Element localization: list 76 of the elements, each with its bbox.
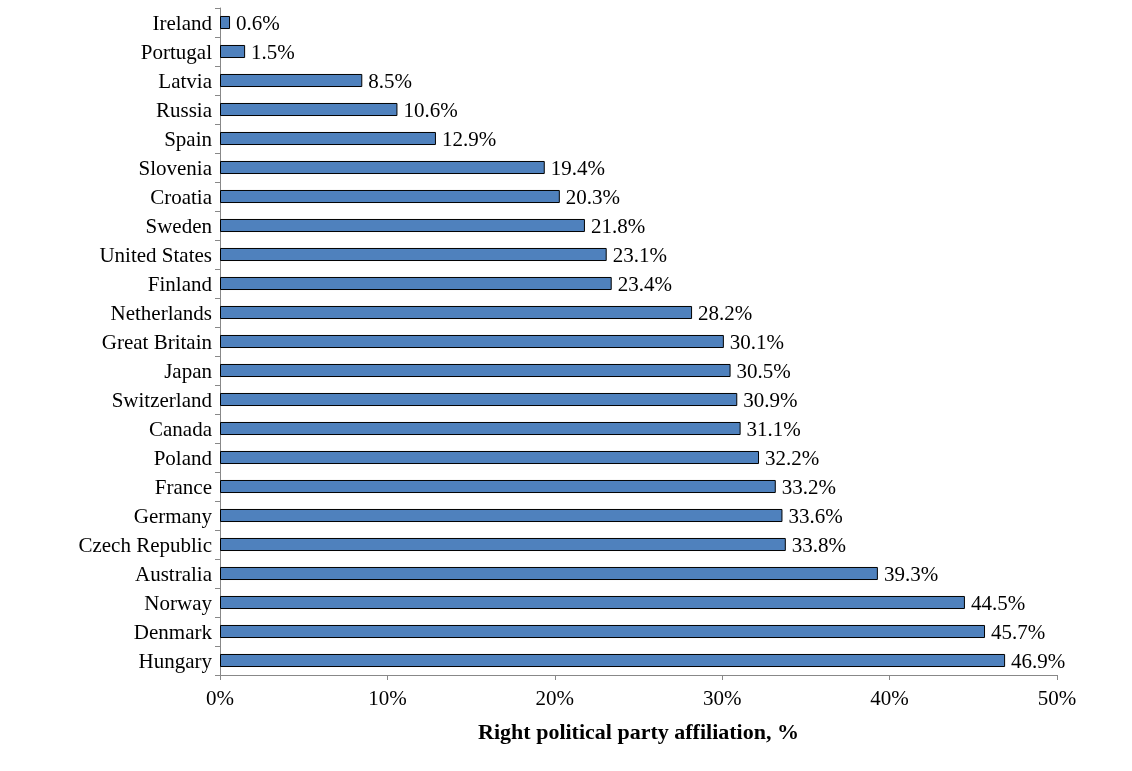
y-tick-label: Russia	[155, 97, 213, 122]
data-label: 30.5%	[736, 358, 791, 383]
data-label: 39.3%	[883, 561, 939, 586]
y-tick-label: Switzerland	[111, 387, 213, 412]
bar	[220, 595, 965, 610]
bar	[220, 653, 1006, 668]
bar	[220, 131, 436, 146]
y-tick-label: Ireland	[152, 10, 213, 35]
y-tick-label: Portugal	[140, 39, 213, 64]
data-label: 12.9%	[441, 126, 497, 151]
y-tick-label: Hungary	[138, 648, 213, 673]
data-label: 8.5%	[368, 68, 413, 93]
y-tick-label: Sweden	[145, 213, 213, 238]
x-tick-label: 0%	[206, 685, 234, 710]
bar	[220, 479, 776, 494]
data-label: 44.5%	[970, 590, 1026, 615]
bar	[220, 102, 398, 117]
data-label: 20.3%	[565, 184, 621, 209]
y-tick-label: Australia	[135, 561, 213, 586]
bar	[220, 305, 693, 320]
y-tick-label: Slovenia	[138, 155, 213, 180]
data-label: 45.7%	[991, 619, 1046, 644]
bar	[220, 15, 231, 30]
x-axis-title: Right political party affiliation, %	[478, 718, 799, 744]
bar	[220, 73, 363, 88]
y-tick-label: Croatia	[150, 184, 213, 209]
bar	[220, 276, 612, 291]
data-label: 0.6%	[236, 10, 280, 35]
y-tick-label: Canada	[149, 416, 213, 441]
data-label: 30.9%	[743, 387, 798, 412]
data-label: 23.4%	[617, 271, 672, 296]
bar	[220, 160, 545, 175]
y-tick-label: Denmark	[133, 619, 213, 644]
y-tick-label: France	[154, 474, 212, 499]
bar	[220, 363, 731, 378]
x-tick-label: 10%	[368, 685, 407, 710]
data-label: 19.4%	[550, 155, 606, 180]
y-tick-label: Norway	[144, 590, 213, 615]
y-tick-label: Spain	[164, 126, 213, 151]
bar	[220, 392, 738, 407]
data-label: 28.2%	[698, 300, 753, 325]
y-tick-label: Finland	[147, 271, 213, 296]
bar	[220, 218, 585, 233]
bar	[220, 247, 607, 262]
x-tick-label: 20%	[535, 685, 575, 710]
data-label: 33.2%	[781, 474, 837, 499]
data-label: 1.5%	[251, 39, 295, 64]
data-label: 33.8%	[791, 532, 847, 557]
bar	[220, 566, 878, 581]
x-tick-label: 50%	[1037, 685, 1077, 710]
data-label: 31.1%	[746, 416, 801, 441]
bar	[220, 189, 560, 204]
bar	[220, 44, 246, 59]
bar	[220, 537, 786, 552]
y-tick-label: Japan	[164, 358, 213, 383]
data-label: 32.2%	[765, 445, 820, 470]
bar	[220, 334, 724, 349]
data-label: 30.1%	[729, 329, 785, 354]
bar	[220, 624, 986, 639]
y-tick-label: Poland	[153, 445, 213, 470]
y-tick-label: Latvia	[158, 68, 213, 93]
x-tick-label: 30%	[702, 685, 742, 710]
y-tick-label: Great Britain	[101, 329, 213, 354]
x-tick-label: 40%	[870, 685, 909, 710]
data-label: 21.8%	[590, 213, 646, 238]
bar	[220, 421, 741, 436]
y-tick-label: United States	[99, 242, 212, 267]
bar	[220, 450, 760, 465]
y-tick-label: Netherlands	[110, 300, 212, 325]
data-label: 23.1%	[612, 242, 667, 267]
y-tick-label: Germany	[133, 503, 213, 528]
bar	[220, 508, 783, 523]
data-label: 33.6%	[788, 503, 843, 528]
data-label: 46.9%	[1011, 648, 1066, 673]
y-tick-label: Czech Republic	[78, 532, 212, 557]
data-label: 10.6%	[403, 97, 458, 122]
